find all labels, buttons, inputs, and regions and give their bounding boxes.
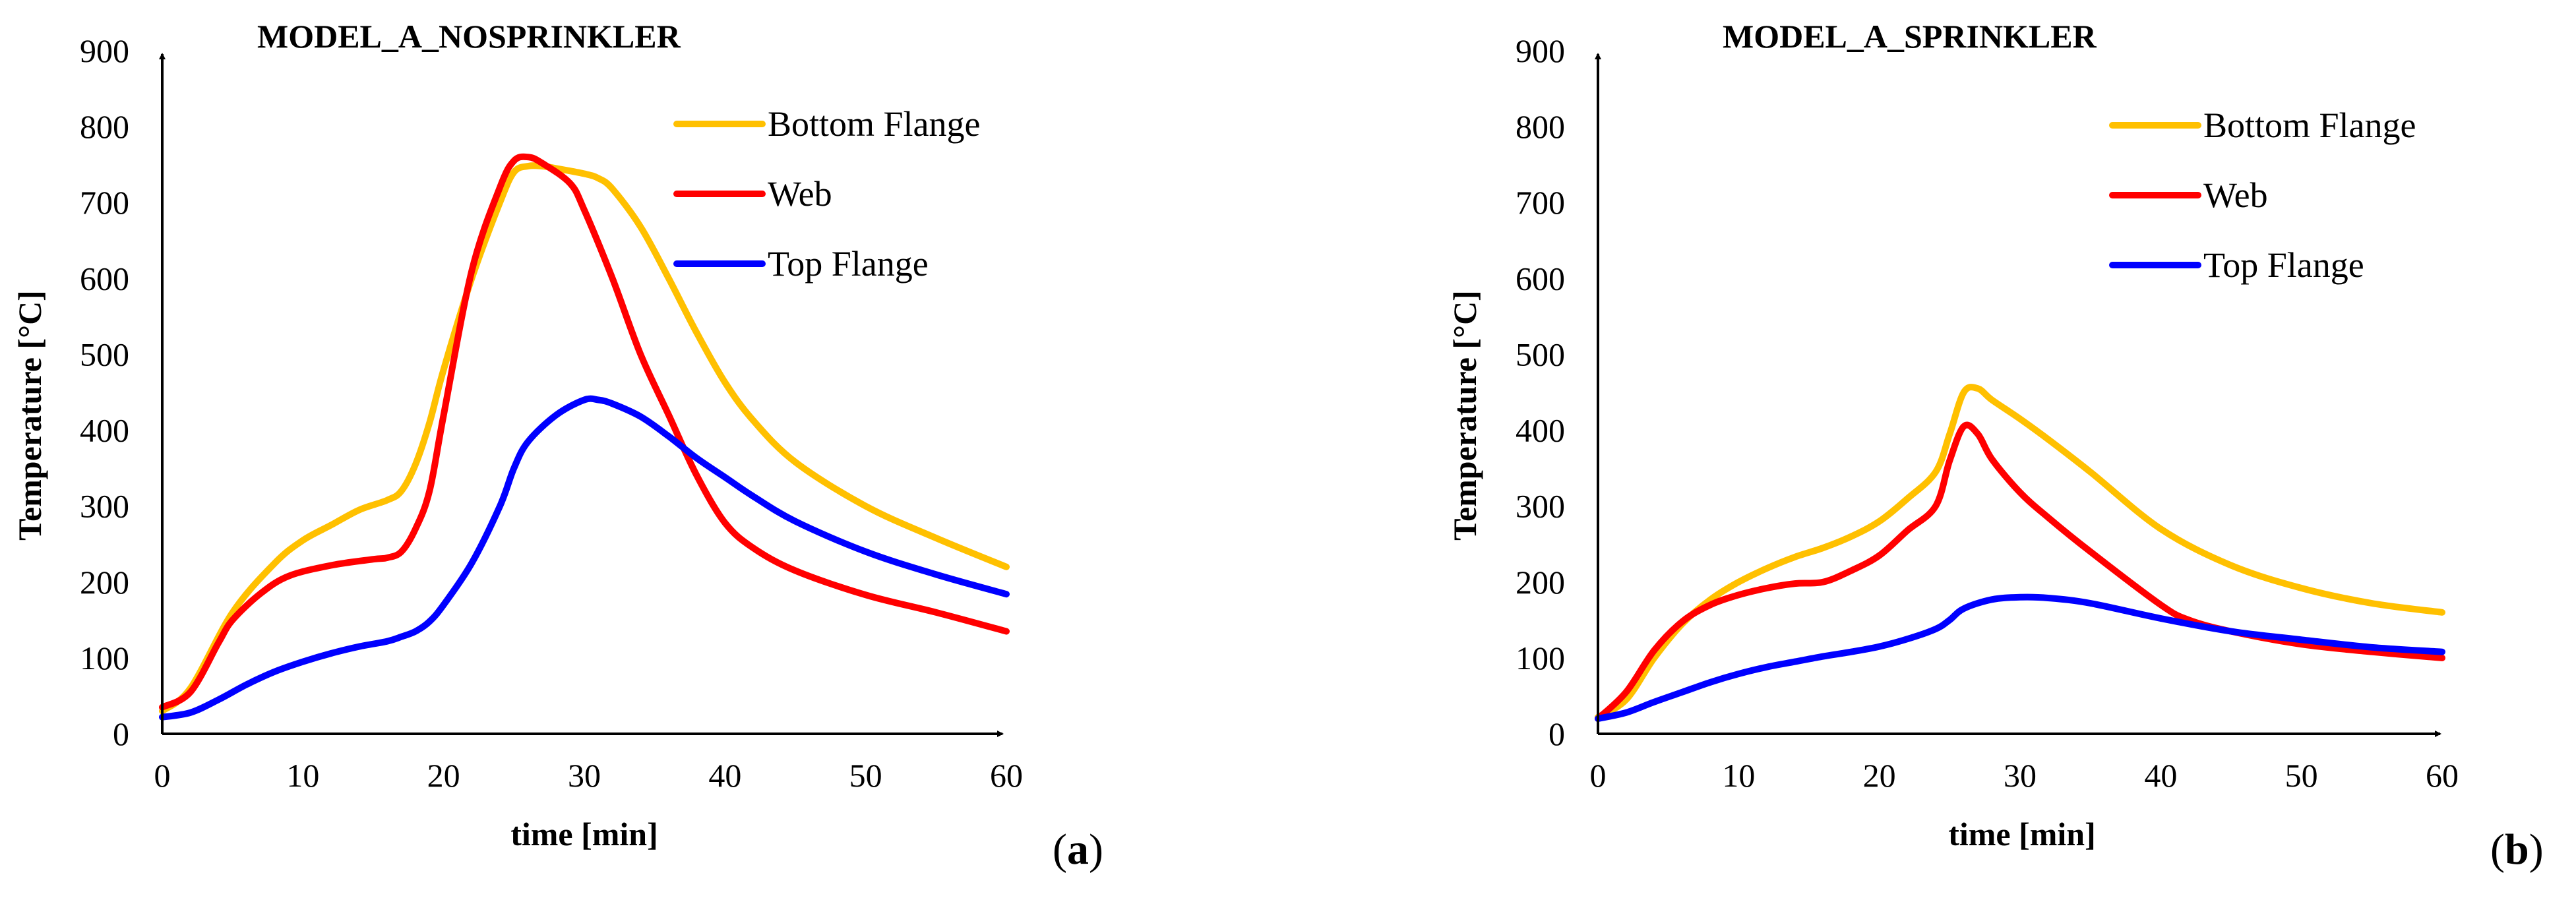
x-axis-label: time [min] <box>1948 816 2096 853</box>
legend-label: Web <box>2203 175 2268 215</box>
series-lines <box>1595 384 2445 722</box>
x-tick-label: 60 <box>990 757 1023 794</box>
legend-label: Bottom Flange <box>768 104 981 144</box>
y-axis-ticks: 0 100 200 300 400 500 600 700 800 900 <box>80 32 129 752</box>
x-tick-label: 30 <box>568 757 601 794</box>
panel-label: (a) <box>1053 825 1103 874</box>
x-tick-label: 40 <box>708 757 741 794</box>
y-tick-label: 300 <box>1516 488 1565 525</box>
chart-title: MODEL_A_SPRINKLER <box>1723 18 2097 55</box>
y-tick-label: 800 <box>80 108 129 145</box>
y-tick-label: 800 <box>1516 108 1565 145</box>
x-tick-label: 50 <box>2285 757 2318 794</box>
x-tick-label: 60 <box>2426 757 2459 794</box>
series-line-bottom-flange <box>1595 384 2445 721</box>
chart-panel-a: MODEL_A_NOSPRINKLER 01002003004005006007… <box>11 18 1103 874</box>
x-tick-label: 40 <box>2144 757 2177 794</box>
y-tick-label: 300 <box>80 488 129 525</box>
legend-label: Top Flange <box>768 244 929 284</box>
y-tick-label: 600 <box>80 260 129 297</box>
y-tick-label: 900 <box>1516 32 1565 69</box>
panel-label: (b) <box>2490 825 2544 874</box>
y-tick-label: 200 <box>80 564 129 601</box>
x-tick-label: 20 <box>1863 757 1896 794</box>
y-axis-label: Temperature [°C] <box>11 290 48 541</box>
y-tick-label: 0 <box>1549 715 1565 752</box>
series-line-top-flange <box>159 395 1010 721</box>
chart-title: MODEL_A_NOSPRINKLER <box>257 18 681 55</box>
y-tick-label: 500 <box>80 336 129 373</box>
y-axis-ticks: 0 100 200 300 400 500 600 700 800 900 <box>1516 32 1565 752</box>
y-tick-label: 0 <box>113 715 129 752</box>
x-tick-label: 30 <box>2004 757 2037 794</box>
x-tick-label: 0 <box>1590 757 1607 794</box>
series-lines <box>159 153 1010 721</box>
panel-label-letter: a <box>1067 825 1089 874</box>
y-tick-label: 700 <box>80 184 129 221</box>
y-tick-label: 400 <box>1516 412 1565 449</box>
x-tick-label: 50 <box>849 757 882 794</box>
legend-label: Bottom Flange <box>2203 105 2416 145</box>
x-tick-label: 10 <box>286 757 319 794</box>
y-tick-label: 400 <box>80 412 129 449</box>
legend: Bottom Flange Web Top Flange <box>673 104 981 284</box>
y-tick-label: 100 <box>80 640 129 676</box>
x-tick-label: 20 <box>427 757 460 794</box>
x-axis-ticks: 0 10 20 30 40 50 60 <box>1590 757 2459 794</box>
x-axis-label: time [min] <box>510 816 658 853</box>
legend-label: Top Flange <box>2203 245 2364 285</box>
series-line-bottom-flange <box>159 162 1010 715</box>
legend: Bottom Flange Web Top Flange <box>2109 105 2416 285</box>
y-tick-label: 100 <box>1516 640 1565 676</box>
y-tick-label: 200 <box>1516 564 1565 601</box>
x-tick-label: 10 <box>1722 757 1755 794</box>
series-line-web <box>159 153 1010 711</box>
panel-label-letter: b <box>2505 825 2529 874</box>
series-line-top-flange <box>1595 593 2445 722</box>
x-axis-ticks: 0 10 20 30 40 50 60 <box>154 757 1024 794</box>
y-axis-label: Temperature [°C] <box>1446 290 1483 541</box>
chart-panel-b: MODEL_A_SPRINKLER 0100200300400500600700… <box>1446 18 2544 874</box>
x-tick-label: 0 <box>154 757 171 794</box>
legend-label: Web <box>768 174 832 214</box>
y-tick-label: 600 <box>1516 260 1565 297</box>
y-tick-label: 500 <box>1516 336 1565 373</box>
y-tick-label: 900 <box>80 32 129 69</box>
y-tick-label: 700 <box>1516 184 1565 221</box>
